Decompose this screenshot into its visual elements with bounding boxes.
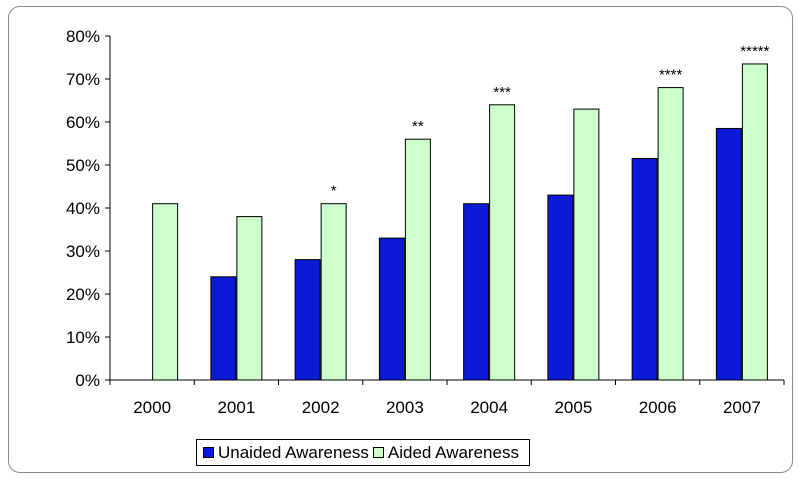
legend-item-aided: Aided Awareness (372, 442, 519, 463)
x-tick-label: 2002 (302, 398, 340, 417)
bar-aided (573, 108, 600, 381)
bar-aided (489, 104, 516, 381)
y-tick-label: 60% (66, 113, 100, 132)
bar-aided (741, 63, 768, 381)
legend-item-unaided: Unaided Awareness (203, 443, 369, 463)
bar-aided (152, 203, 179, 381)
legend: Unaided Awareness Aided Awareness (196, 439, 530, 466)
y-tick-label: 10% (66, 328, 100, 347)
bar-aided (404, 138, 431, 381)
bar-annotation: **** (659, 67, 683, 84)
x-tick-label: 2005 (554, 398, 592, 417)
bar-unaided (715, 127, 742, 381)
bar-unaided (547, 194, 574, 381)
x-tick-label: 2006 (639, 398, 677, 417)
x-tick-label: 2004 (470, 398, 508, 417)
y-tick-label: 40% (66, 199, 100, 218)
x-tick-label: 2007 (723, 398, 761, 417)
bar-aided (320, 203, 347, 381)
bar-aided (236, 216, 263, 381)
x-tick-label: 2003 (386, 398, 424, 417)
y-tick-label: 80% (66, 27, 100, 46)
bar-unaided (463, 203, 490, 381)
bar-unaided (210, 276, 237, 381)
bar-unaided (378, 237, 405, 381)
bar-annotation: ***** (740, 43, 769, 60)
bar-annotation: ** (412, 118, 424, 135)
legend-label-aided: Aided Awareness (387, 442, 519, 462)
x-tick-label: 2000 (133, 398, 171, 417)
y-tick-label: 70% (66, 70, 100, 89)
bar-unaided (294, 259, 321, 381)
legend-label-unaided: Unaided Awareness (218, 442, 369, 462)
bar-annotation: * (331, 183, 337, 200)
bar-aided (657, 87, 684, 381)
bar-annotation: *** (493, 84, 511, 101)
y-tick-label: 0% (75, 371, 100, 390)
x-tick-label: 2001 (217, 398, 255, 417)
y-tick-label: 30% (66, 242, 100, 261)
legend-swatch-aided (372, 447, 384, 458)
legend-swatch-unaided (203, 447, 214, 458)
y-tick-label: 50% (66, 156, 100, 175)
bar-unaided (631, 158, 658, 381)
y-tick-label: 20% (66, 285, 100, 304)
